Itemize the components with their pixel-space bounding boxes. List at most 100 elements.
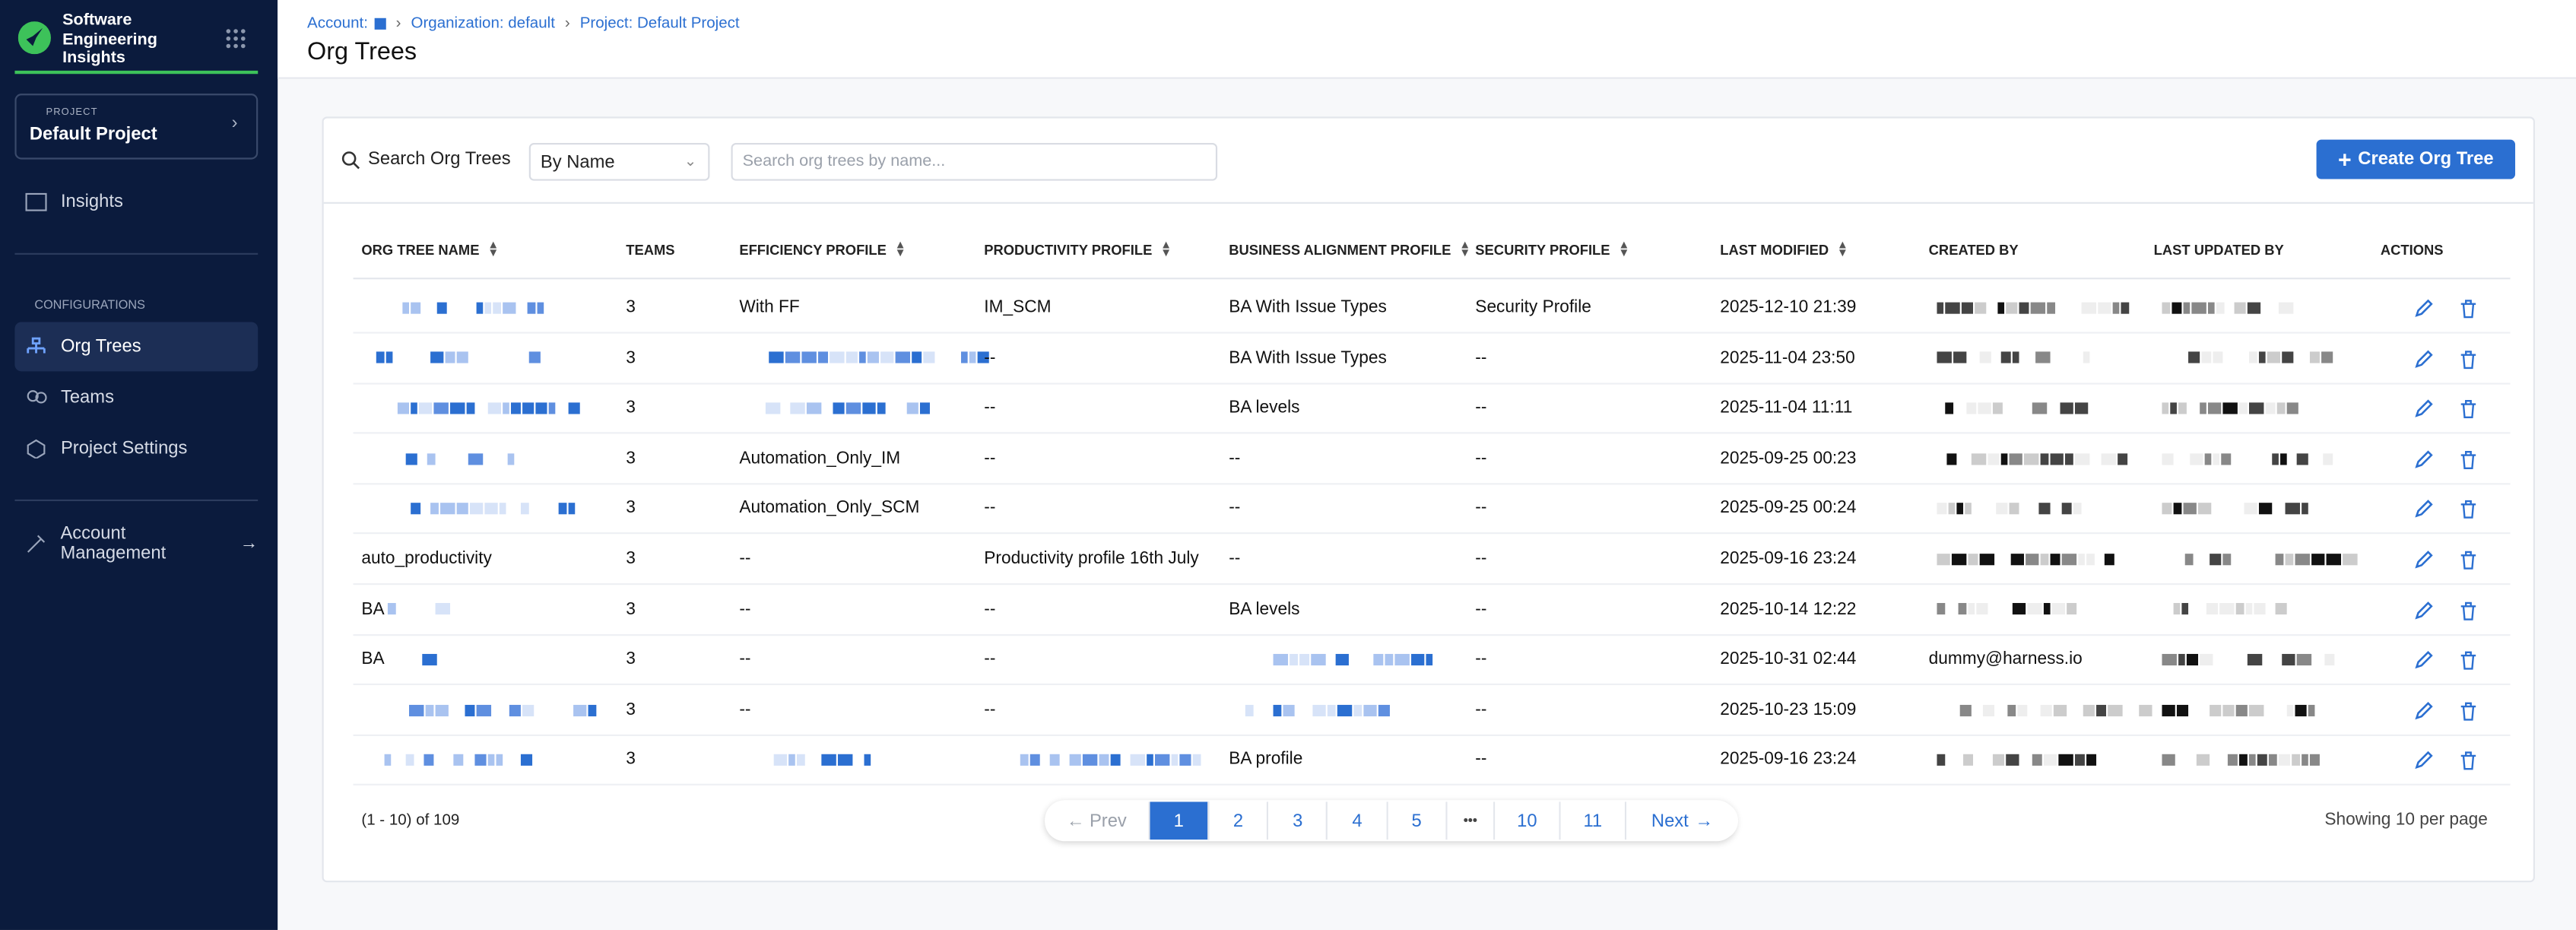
breadcrumb[interactable]: Project: Default Project (579, 14, 740, 33)
pixel (2043, 754, 2057, 767)
cell: -- (739, 700, 750, 719)
edit-button[interactable] (2413, 448, 2433, 478)
redacted-text (392, 297, 545, 317)
edit-button[interactable] (2413, 398, 2433, 427)
delete-button[interactable] (2460, 348, 2478, 377)
delete-button[interactable] (2460, 599, 2478, 629)
cell (361, 448, 563, 468)
pixel (1400, 704, 1407, 716)
pixel (422, 302, 435, 313)
edit-button[interactable] (2413, 499, 2433, 528)
column-header: ACTIONS (2381, 242, 2444, 259)
edit-button[interactable] (2413, 549, 2433, 579)
pixel (1937, 352, 1952, 364)
delete-button[interactable] (2460, 649, 2478, 679)
cell[interactable]: With FF (739, 297, 799, 317)
cell: -- (984, 599, 995, 619)
cell (739, 348, 991, 367)
delete-button[interactable] (2460, 398, 2478, 427)
pixel (2083, 503, 2098, 514)
cell[interactable]: Automation_Only_SCM (739, 499, 919, 519)
delete-button[interactable] (2460, 700, 2478, 729)
create-button[interactable]: + Create Org Tree (2316, 139, 2516, 179)
pixel (1359, 654, 1372, 665)
column-header[interactable]: PRODUCTIVITY PROFILE ▲ ▼ (984, 240, 1172, 259)
nav-project-settings[interactable]: Project Settings (14, 424, 258, 473)
cell[interactable]: BA (361, 599, 452, 619)
delete-button[interactable] (2460, 750, 2478, 779)
edit-button[interactable] (2413, 649, 2433, 679)
cell-text: 3 (626, 700, 636, 719)
cell[interactable]: BA profile (1229, 750, 1302, 770)
breadcrumbs: Account: › Organization: default › Project… (307, 14, 740, 33)
cell[interactable]: BA With Issue Types (1229, 348, 1387, 367)
edit-button[interactable] (2413, 700, 2433, 729)
pixel (807, 754, 820, 766)
pixel (463, 302, 474, 313)
edit-icon (2415, 751, 2433, 770)
pixel (2273, 654, 2280, 665)
search-input[interactable]: Search org trees by name... (731, 142, 1218, 181)
redacted-text (1937, 448, 2129, 468)
pixel (2035, 352, 2051, 364)
pixel (2038, 503, 2051, 515)
delete-button[interactable] (2460, 448, 2478, 478)
pixel (2162, 452, 2174, 465)
cell (739, 398, 931, 417)
pixel (951, 352, 960, 363)
search-by-select[interactable]: By Name ⌄ (528, 142, 710, 181)
edit-button[interactable] (2413, 297, 2433, 327)
cell[interactable]: auto_productivity (361, 549, 492, 569)
delete-button[interactable] (2460, 297, 2478, 327)
cell[interactable]: IM_SCM (984, 297, 1051, 317)
cell (1229, 649, 1434, 669)
pixel (2184, 553, 2194, 565)
pixel (385, 352, 393, 364)
cell[interactable]: Automation_Only_IM (739, 448, 900, 468)
redacted-text (376, 348, 542, 367)
cell[interactable]: BA With Issue Types (1229, 297, 1387, 317)
cell[interactable]: BA levels (1229, 398, 1299, 417)
pixel (2174, 352, 2187, 363)
pixel (1099, 754, 1109, 767)
row-actions (2413, 649, 2477, 679)
cell[interactable]: Security Profile (1475, 297, 1591, 317)
pixel (2176, 703, 2189, 716)
nav-account-management[interactable]: Account Management → (14, 519, 258, 569)
pixel (2073, 503, 2082, 515)
delete-button[interactable] (2460, 549, 2478, 579)
cell[interactable]: Productivity profile 16th July (984, 549, 1198, 569)
breadcrumb[interactable]: Organization: default (411, 14, 555, 33)
column-header[interactable]: BUSINESS ALIGNMENT PROFILE ▲ ▼ (1229, 240, 1470, 259)
nav-org-trees[interactable]: Org Trees (14, 322, 259, 372)
cell[interactable]: BA (361, 649, 453, 669)
cell (2154, 499, 2320, 519)
project-selector[interactable]: PROJECT Default Project › (14, 94, 259, 160)
edit-icon (2415, 449, 2433, 468)
edit-button[interactable] (2413, 348, 2433, 377)
pixel (1978, 402, 1991, 414)
pixel (845, 352, 858, 364)
column-header[interactable]: LAST MODIFIED ▲ ▼ (1720, 240, 1848, 259)
row-divider (353, 482, 2511, 484)
delete-icon (2460, 601, 2476, 620)
column-header[interactable]: ORG TREE NAME ▲ ▼ (361, 240, 499, 259)
cell: 2025-09-16 23:24 (1720, 549, 1856, 569)
pixel (2021, 352, 2034, 363)
pixel (1968, 352, 1978, 363)
apps-icon[interactable] (225, 28, 246, 49)
pixel (2112, 301, 2120, 314)
column-header[interactable]: EFFICIENCY PROFILE ▲ ▼ (739, 240, 906, 259)
column-header[interactable]: SECURITY PROFILE ▲ ▼ (1475, 240, 1629, 259)
breadcrumb[interactable]: Account: (307, 14, 368, 33)
cell[interactable]: BA levels (1229, 599, 1299, 619)
pixel (1327, 703, 1336, 716)
pixel (2216, 301, 2225, 314)
nav-teams[interactable]: Teams (14, 373, 258, 422)
pixel (542, 452, 549, 464)
nav-insights[interactable]: Insights (14, 177, 258, 227)
delete-button[interactable] (2460, 499, 2478, 528)
edit-button[interactable] (2413, 750, 2433, 779)
edit-button[interactable] (2413, 599, 2433, 629)
row-actions (2413, 297, 2477, 327)
